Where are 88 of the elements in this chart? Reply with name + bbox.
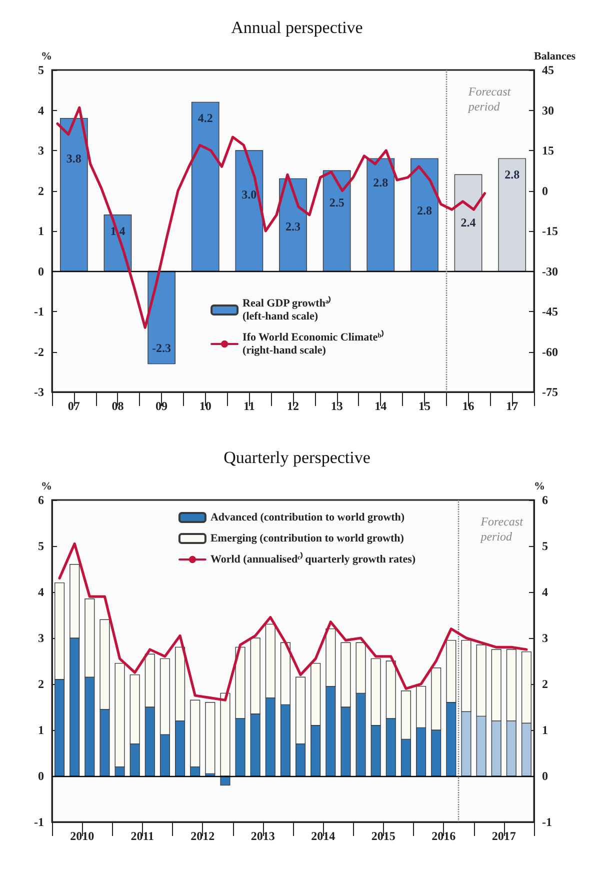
- data-label: 2.3: [286, 220, 300, 234]
- line-series: [58, 542, 528, 702]
- y2-tick-label: 0: [542, 184, 548, 198]
- x-tick-label: 2014: [311, 829, 336, 843]
- y2-tick-label: -45: [542, 304, 558, 318]
- y-axis-title: %: [41, 50, 52, 62]
- data-label: 2.8: [373, 176, 388, 190]
- legend-label: Emerging (contribution to world growth): [210, 532, 404, 544]
- data-label: 2.4: [460, 216, 476, 230]
- x-tick-label: 2013: [250, 829, 275, 843]
- x-tick-label: 2015: [371, 829, 396, 843]
- y-tick-label: 3: [38, 631, 44, 645]
- y-tick-label: 5: [38, 539, 44, 553]
- y2-tick-label: -1: [542, 815, 552, 829]
- y2-tick-label: -60: [542, 344, 558, 359]
- y-tick-label: -1: [34, 304, 44, 318]
- y2-tick-label: -15: [542, 224, 558, 238]
- y-tick-label: 2: [38, 677, 44, 691]
- y2-tick-label: 5: [542, 539, 548, 553]
- legend-label: Real GDP growthᵃ⁾ (left-hand scale): [242, 296, 332, 322]
- data-label: 3.0: [242, 188, 257, 202]
- x-tick-label: 07: [68, 399, 80, 413]
- bar: [205, 702, 216, 774]
- y-tick-label: 4: [38, 103, 44, 118]
- data-label: 3.8: [66, 151, 82, 166]
- x-tick-label: 13: [330, 399, 343, 413]
- data-label: 2.8: [504, 168, 520, 182]
- data-label: 2.8: [416, 204, 432, 218]
- y-axis-title: %: [41, 480, 52, 492]
- y-tick-label: 5: [38, 63, 44, 77]
- x-tick-label: 14: [374, 399, 387, 413]
- y2-tick-label: 30: [542, 103, 554, 118]
- bar: [322, 170, 351, 272]
- y-tick-label: 3: [38, 144, 44, 158]
- bar: [60, 118, 88, 272]
- y-tick-label: 2: [38, 184, 44, 198]
- x-tick-label: 2011: [130, 829, 154, 843]
- y2-tick-label: 1: [542, 723, 548, 737]
- y-tick-label: 1: [38, 723, 44, 737]
- x-tick-label: 2012: [190, 829, 215, 843]
- bar: [148, 270, 176, 364]
- y2-tick-label: -30: [542, 264, 558, 278]
- x-tick-label: 11: [244, 399, 255, 413]
- data-label: 4.2: [198, 111, 213, 126]
- y-tick-label: 0: [38, 264, 44, 278]
- y-tick-label: 1: [38, 224, 44, 238]
- y2-axis-title: Balances: [534, 50, 576, 62]
- ref-line-label: Forecast period: [480, 514, 524, 544]
- x-tick-label: 12: [287, 399, 299, 413]
- y2-tick-label: 2: [542, 677, 548, 691]
- x-tick-label: 16: [462, 399, 474, 413]
- y2-tick-label: 0: [542, 769, 548, 783]
- bar: [410, 158, 438, 272]
- x-tick-label: 08: [112, 399, 124, 413]
- bar: [454, 174, 482, 272]
- y2-tick-label: -75: [542, 385, 558, 399]
- x-tick-label: 15: [418, 399, 430, 413]
- data-label: 2.5: [329, 196, 344, 210]
- bar: [366, 158, 395, 272]
- y2-tick-label: 45: [542, 63, 554, 77]
- x-tick-label: 2010: [70, 829, 94, 843]
- y-tick-label: -3: [34, 385, 44, 399]
- ref-line-label: Forecast period: [467, 84, 512, 114]
- y-tick-label: 6: [38, 493, 44, 507]
- y-tick-label: -1: [34, 815, 44, 829]
- x-tick-label: 09: [156, 399, 168, 413]
- bar: [235, 150, 264, 272]
- y2-axis-title: %: [534, 480, 545, 492]
- data-label: -2.3: [152, 340, 172, 355]
- x-tick-label: 17: [506, 399, 518, 413]
- y2-tick-label: 6: [542, 493, 548, 507]
- x-tick-label: 10: [199, 399, 212, 413]
- x-tick-label: 2017: [492, 829, 516, 843]
- legend-label: World (annualisedᶜ⁾ quarterly growth rates): [210, 552, 416, 566]
- bar: [498, 158, 526, 272]
- y-tick-label: 4: [38, 585, 44, 599]
- bar: [191, 102, 220, 272]
- y2-tick-label: 3: [542, 631, 548, 645]
- chart-title: Annual perspective: [231, 18, 363, 37]
- chart-title: Quarterly perspective: [224, 448, 370, 467]
- y2-tick-label: 4: [542, 585, 548, 599]
- y-tick-label: 0: [38, 769, 44, 783]
- y-tick-label: -2: [34, 344, 44, 359]
- legend-label: Ifo World Economic Climateᵇ⁾ (right-hand scale): [242, 330, 384, 356]
- bar: [279, 178, 307, 272]
- x-tick-label: 2016: [432, 829, 456, 843]
- legend-label: Advanced (contribution to world growth): [210, 512, 405, 524]
- y2-tick-label: 15: [542, 144, 554, 158]
